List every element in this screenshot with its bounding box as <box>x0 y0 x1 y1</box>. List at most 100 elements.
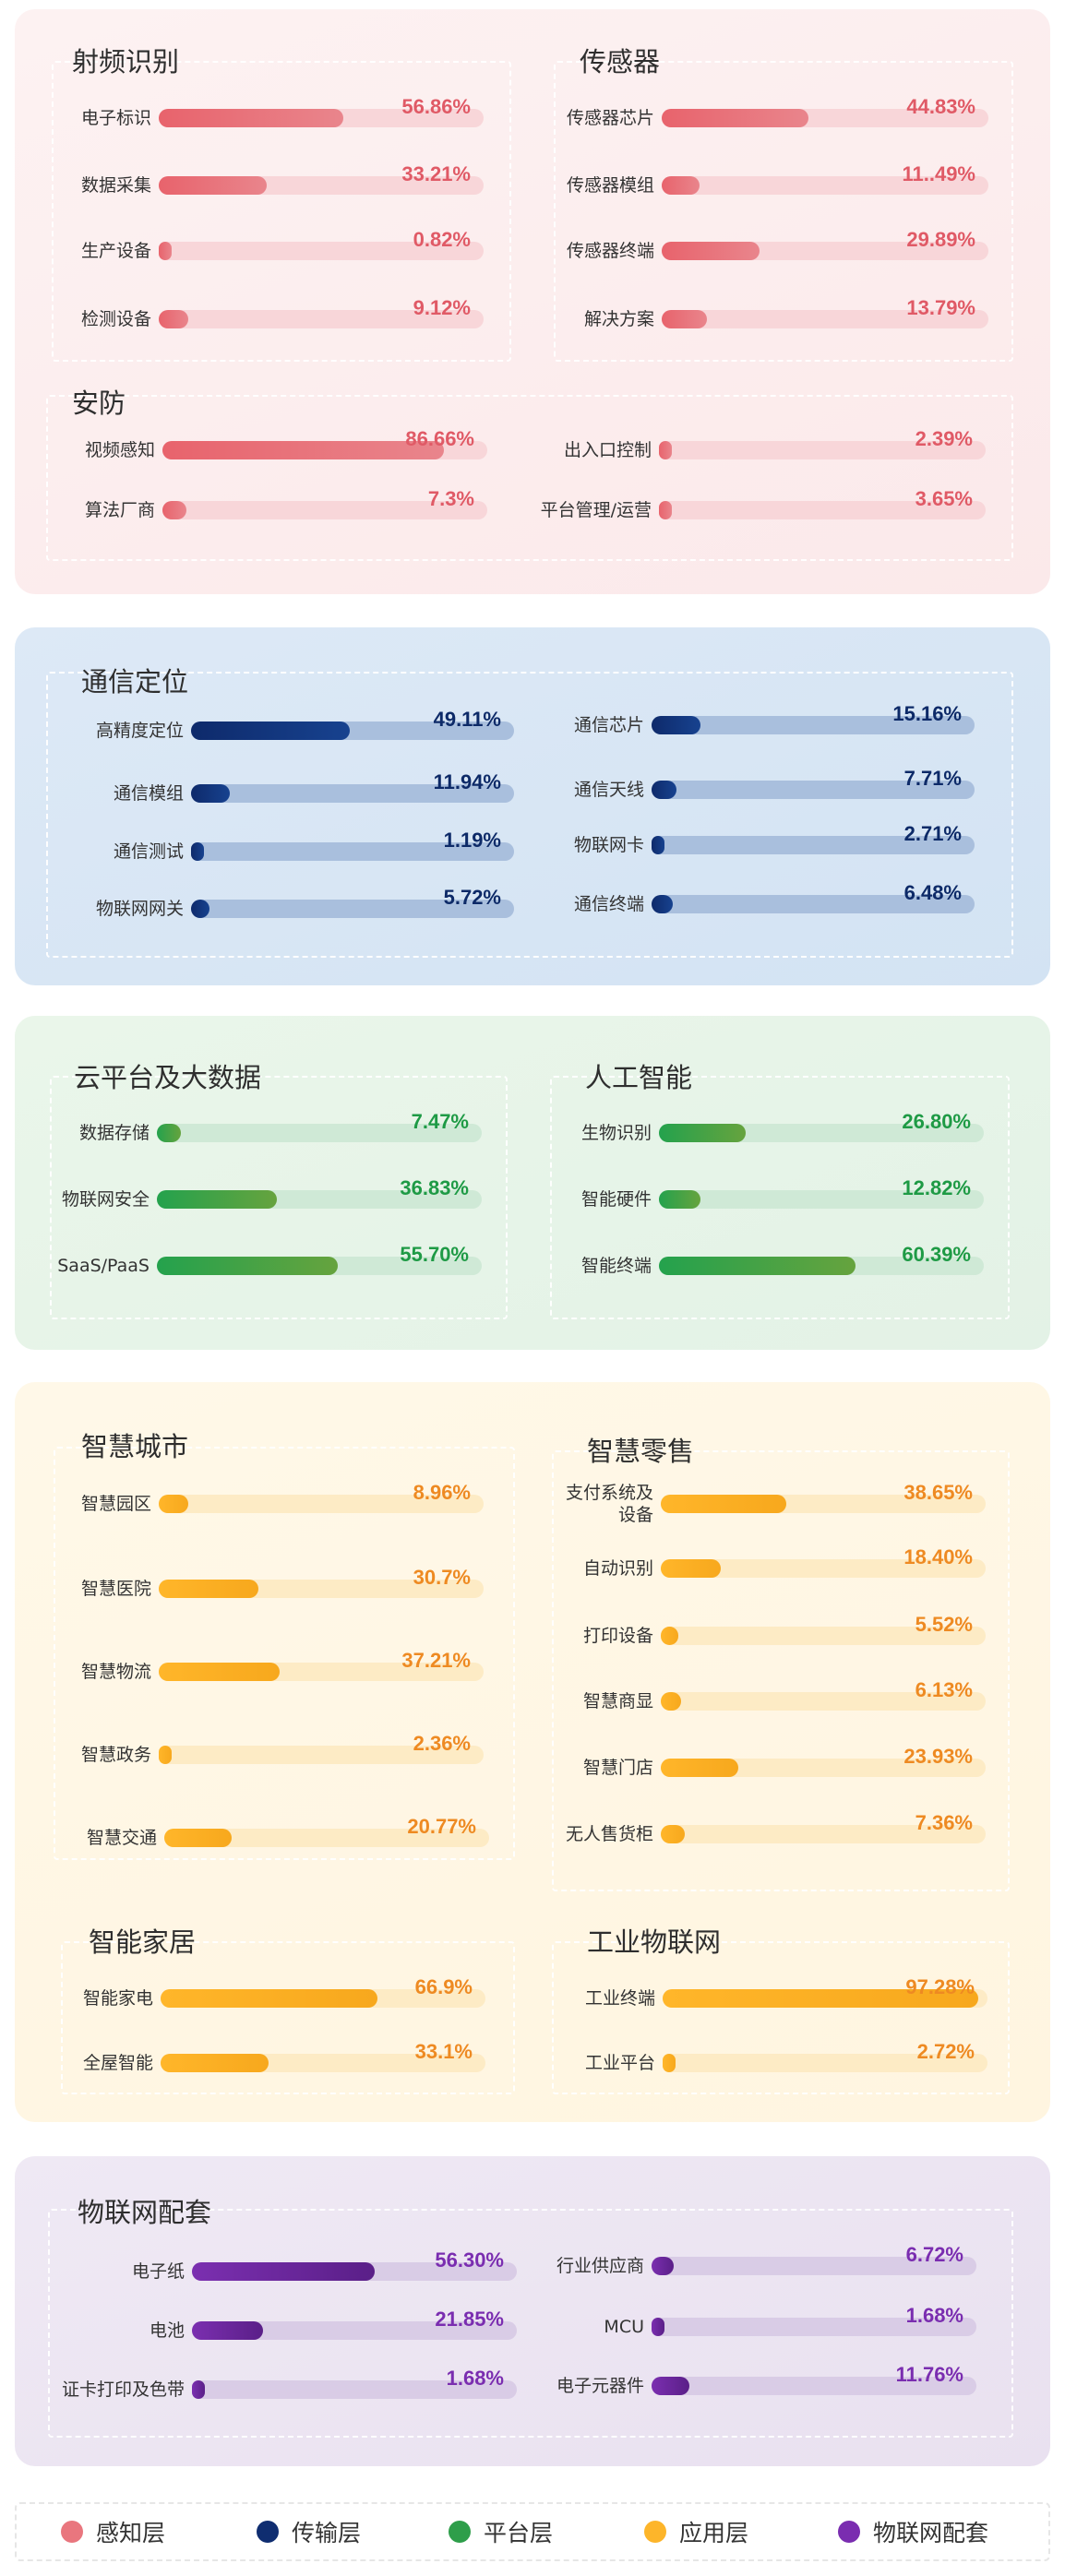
category-frame <box>554 61 1013 362</box>
bar-track <box>159 242 484 260</box>
bar-row: 生产设备 0.82% <box>81 229 484 269</box>
category-title: 射频识别 <box>72 46 180 78</box>
bar-value-label: 3.65% <box>915 487 973 510</box>
bar-track <box>663 2054 987 2072</box>
legend-label: 应用层 <box>679 2520 749 2546</box>
bar-label: 智能家电 <box>82 1988 153 2009</box>
bar-value-label: 60.39% <box>902 1243 971 1266</box>
bar-row: 电子标识 56.86% <box>81 96 484 137</box>
bar-label: 数据存储 <box>78 1123 150 1143</box>
bar-fill <box>659 1190 701 1209</box>
legend-dot-icon <box>257 2521 279 2543</box>
category-title: 传感器 <box>580 46 661 78</box>
bar-value-label: 66.9% <box>414 1975 473 1998</box>
bar-track <box>192 2321 517 2340</box>
bar-fill <box>161 2054 269 2072</box>
bar-fill <box>159 1580 259 1598</box>
bar-fill <box>663 2054 676 2072</box>
bar-row: 出入口控制 2.39% <box>564 428 986 469</box>
category-frame <box>52 61 511 362</box>
bar-row: 智慧医院 30.7% <box>81 1567 484 1607</box>
bar-fill <box>662 109 808 127</box>
bar-track <box>652 895 975 913</box>
bar-track <box>159 1580 484 1598</box>
bar-row: 全屋智能 33.1% <box>83 2041 485 2081</box>
category-title: 智慧零售 <box>587 1436 695 1467</box>
bar-row: SaaS/PaaS 55.70% <box>57 1244 482 1284</box>
bar-value-label: 5.72% <box>443 886 501 909</box>
bar-label: 物联网卡 <box>573 835 644 855</box>
bar-value-label: 56.30% <box>435 2248 504 2272</box>
bar-row: 智慧物流 37.21% <box>81 1650 484 1690</box>
bar-fill <box>662 242 760 260</box>
bar-label: 算法厂商 <box>84 500 155 520</box>
bar-label: 智慧门店 <box>582 1758 653 1778</box>
bar-fill <box>661 1825 685 1843</box>
bar-row: 智慧门店 23.93% <box>583 1745 986 1786</box>
bar-track <box>192 2380 517 2399</box>
bar-row: 通信芯片 15.16% <box>574 703 975 744</box>
bar-label: 电子纸 <box>131 2261 185 2282</box>
bar-track <box>661 1692 986 1711</box>
bar-track <box>191 784 514 803</box>
bar-value-label: 11.76% <box>895 2363 963 2386</box>
bar-value-label: 6.72% <box>905 2243 963 2266</box>
bar-label: 工业终端 <box>584 1988 655 2009</box>
bar-track <box>159 176 484 195</box>
transport-layer-section <box>15 627 1050 985</box>
bar-fill <box>191 842 204 861</box>
bar-label: 传感器模组 <box>566 175 654 196</box>
bar-row: 通信终端 6.48% <box>574 882 975 923</box>
bar-value-label: 7.3% <box>427 487 474 510</box>
bar-track <box>662 176 988 195</box>
bar-row: 行业供应商 6.72% <box>556 2244 976 2284</box>
bar-value-label: 11.94% <box>433 770 501 793</box>
legend-label: 感知层 <box>96 2520 166 2546</box>
bar-track <box>652 781 975 799</box>
bar-fill <box>662 310 707 328</box>
category-frame <box>48 2209 1013 2438</box>
bar-row: MCU 1.68% <box>604 2305 976 2345</box>
bar-label: 支付系统及 设备 <box>565 1483 653 1525</box>
bar-label: 工业平台 <box>584 2053 655 2073</box>
bar-track <box>159 109 484 127</box>
bar-label: 行业供应商 <box>556 2256 644 2276</box>
bar-value-label: 7.47% <box>411 1110 469 1133</box>
legend: 感知层 传输层 平台层 应用层 物联网配套 <box>15 2502 1050 2561</box>
legend-dot-icon <box>449 2521 471 2543</box>
bar-track <box>157 1190 482 1209</box>
bar-value-label: 29.89% <box>906 228 975 251</box>
bar-row: 数据采集 33.21% <box>81 163 484 204</box>
bar-value-label: 2.39% <box>915 427 973 450</box>
category-title: 云平台及大数据 <box>74 1062 262 1093</box>
category-frame <box>54 1447 515 1860</box>
bar-value-label: 13.79% <box>906 296 975 319</box>
bar-row: 智能终端 60.39% <box>581 1243 984 1284</box>
bar-track <box>161 1989 485 2008</box>
bar-row: 数据存储 7.47% <box>79 1111 482 1151</box>
bar-row: 电子纸 56.30% <box>132 2249 517 2290</box>
bar-fill <box>159 310 189 328</box>
platform-layer-section <box>15 1016 1050 1350</box>
bar-value-label: 23.93% <box>903 1745 973 1768</box>
bar-value-label: 33.1% <box>414 2040 473 2063</box>
bar-row: 智慧政务 2.36% <box>81 1733 484 1773</box>
bar-track <box>662 242 988 260</box>
bar-track <box>161 2054 485 2072</box>
bar-row: 高精度定位 49.11% <box>96 709 514 749</box>
bar-label: 平台管理/运营 <box>540 500 652 520</box>
bar-label: 传感器终端 <box>566 241 654 261</box>
bar-value-label: 36.83% <box>400 1176 469 1199</box>
bar-fill <box>159 242 172 260</box>
bar-row: 算法厂商 7.3% <box>85 488 487 529</box>
bar-track <box>162 501 487 519</box>
bar-track <box>659 501 986 519</box>
bar-row: 无人售货柜 7.36% <box>566 1812 986 1853</box>
bar-label: 电子标识 <box>80 108 151 128</box>
bar-label: 解决方案 <box>583 309 654 329</box>
bar-row: 生物识别 26.80% <box>581 1111 984 1151</box>
bar-label: 物联网安全 <box>61 1189 150 1210</box>
bar-fill <box>652 836 664 854</box>
bar-fill <box>159 176 267 195</box>
bar-row: 工业终端 97.28% <box>585 1976 987 2017</box>
